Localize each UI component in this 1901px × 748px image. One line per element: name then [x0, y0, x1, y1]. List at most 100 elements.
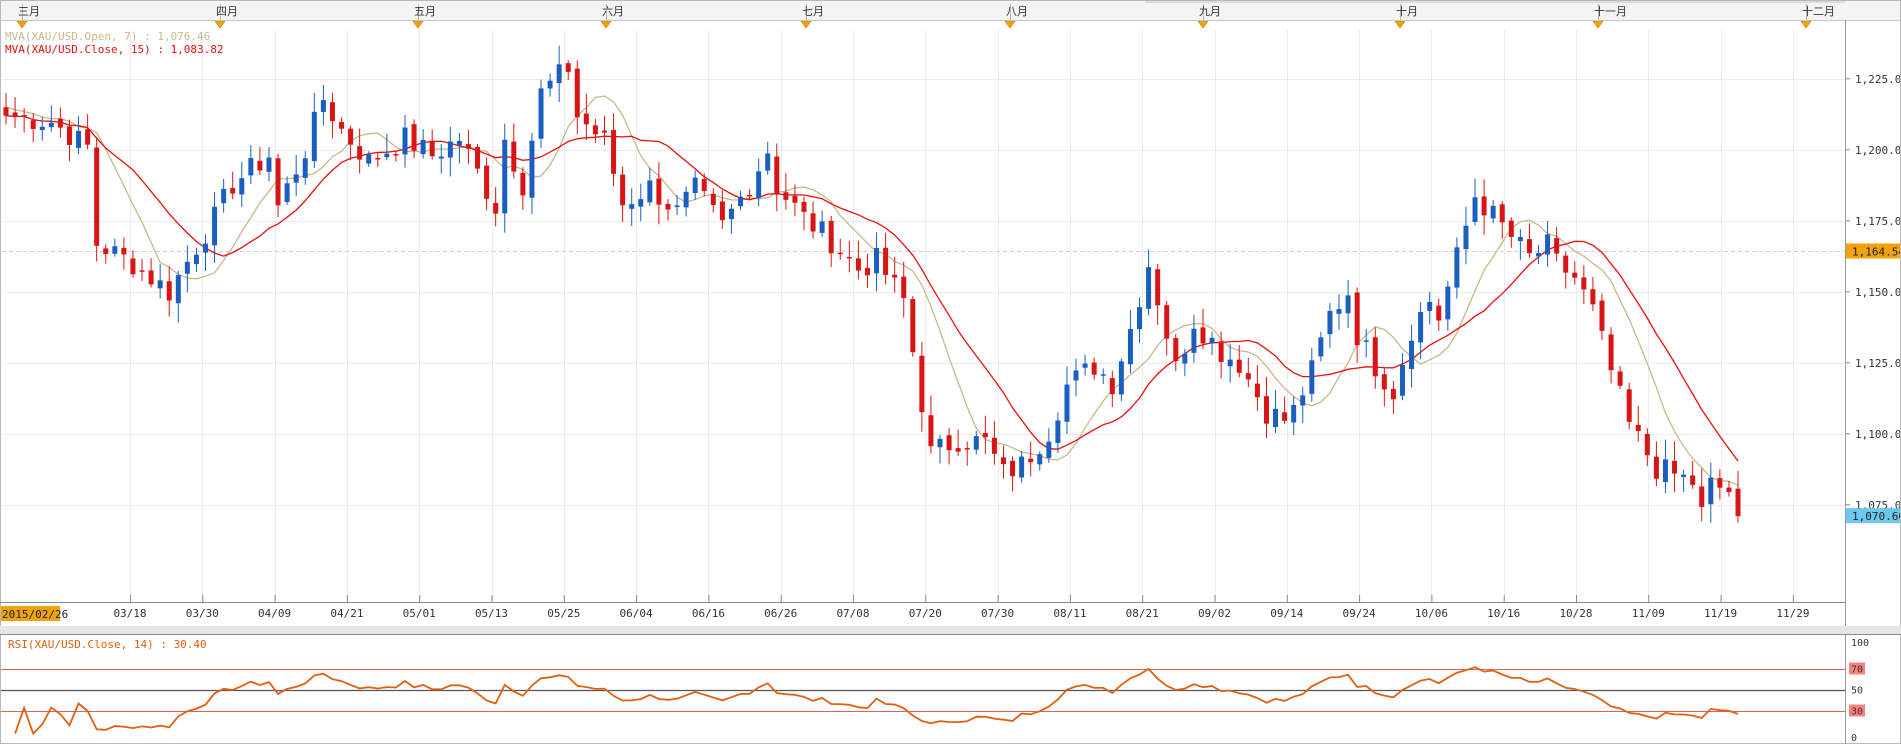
candle-body — [819, 221, 825, 233]
candle-body — [393, 154, 399, 156]
date-label: 10/06 — [1415, 607, 1448, 620]
candle-body — [919, 355, 925, 413]
month-label: 八月 — [1006, 5, 1028, 18]
month-label: 四月 — [216, 5, 238, 18]
candle-body — [556, 64, 562, 84]
candle-body — [39, 126, 45, 131]
moving-average-lines — [5, 95, 1739, 486]
candle-body — [21, 115, 27, 117]
date-label: 06/16 — [692, 607, 725, 620]
month-label: 十一月 — [1594, 4, 1627, 18]
candle-body — [1073, 370, 1079, 381]
price-tick-label: 1,200.00 — [1855, 144, 1901, 157]
candle-body — [1000, 457, 1006, 465]
candle-body — [339, 121, 345, 129]
candle-body — [538, 88, 544, 139]
candle-body — [1173, 338, 1179, 362]
candle-body — [1545, 234, 1551, 255]
candlestick-series — [3, 45, 1741, 523]
candle-body — [1309, 360, 1315, 394]
candle-body — [1327, 310, 1333, 335]
candle-body — [1681, 474, 1687, 477]
rsi-tick-label: 30 — [1851, 707, 1863, 718]
price-axis: 1,075.001,100.001,125.001,150.001,175.00… — [1845, 73, 1901, 524]
candle-body — [874, 248, 880, 274]
candle-body — [620, 174, 626, 206]
month-marker-icon — [412, 20, 424, 29]
candle-body — [783, 192, 789, 200]
date-label: 09/02 — [1198, 607, 1231, 620]
candle-body — [12, 112, 18, 118]
price-tick-label: 1,150.00 — [1855, 286, 1901, 299]
month-axis-bg — [0, 0, 1901, 20]
candle-body — [266, 157, 272, 172]
candle-body — [475, 146, 481, 169]
date-label: 11/09 — [1632, 607, 1665, 620]
candle-body — [465, 144, 471, 149]
candle-body — [855, 258, 861, 271]
candle-body — [1672, 460, 1678, 474]
candle-body — [1182, 353, 1188, 364]
candle-body — [275, 158, 281, 206]
candle-body — [484, 165, 490, 199]
month-marker-icon — [800, 20, 812, 29]
candle-body — [701, 179, 707, 191]
candle-body — [1064, 384, 1070, 422]
rsi-tick-label: 70 — [1851, 665, 1863, 676]
candle-body — [756, 171, 762, 198]
month-label: 三月 — [18, 5, 40, 18]
candle-body — [57, 118, 63, 128]
candle-body — [1581, 277, 1587, 290]
candle-body — [1209, 337, 1215, 344]
price-tick-label: 1,125.00 — [1855, 357, 1901, 370]
candle-body — [955, 448, 961, 452]
month-label: 六月 — [602, 5, 624, 18]
date-label: 10/16 — [1487, 607, 1520, 620]
candle-body — [1146, 267, 1152, 309]
candle-body — [1399, 364, 1405, 396]
candle-body — [892, 274, 898, 278]
rsi-line — [14, 666, 1739, 736]
candle-body — [1363, 340, 1369, 342]
month-marker-icon — [1004, 20, 1016, 29]
candle-body — [1091, 362, 1097, 375]
candle-body — [656, 178, 662, 205]
candle-body — [1699, 486, 1705, 507]
candle-body — [765, 153, 771, 171]
candle-body — [66, 126, 72, 145]
candle-body — [846, 256, 852, 259]
candle-body — [674, 205, 680, 207]
price-tick-label: 1,225.00 — [1855, 73, 1901, 86]
candle-body — [1055, 420, 1061, 443]
start-date-badge — [0, 606, 60, 621]
price-tick-label: 1,100.00 — [1855, 428, 1901, 441]
price-tick-label: 1,175.00 — [1855, 215, 1901, 228]
date-label: 04/09 — [258, 607, 291, 620]
candle-body — [864, 267, 870, 276]
date-label: 08/11 — [1053, 607, 1086, 620]
candle-body — [1572, 272, 1578, 278]
candle-body — [1617, 371, 1623, 386]
candle-body — [883, 247, 889, 275]
candle-body — [1300, 395, 1306, 406]
candle-body — [1708, 477, 1714, 505]
candle-body — [611, 130, 617, 174]
candle-body — [1236, 359, 1242, 373]
date-label: 10/28 — [1559, 607, 1592, 620]
candle-body — [910, 299, 916, 353]
candle-body — [1318, 337, 1324, 357]
date-label: 06/04 — [620, 607, 653, 620]
candle-body — [710, 193, 716, 205]
legend: MVA(XAU/USD.Open, 7) : 1,076.46MVA(XAU/U… — [5, 30, 224, 56]
candle-body — [1191, 328, 1197, 353]
candle-body — [1137, 307, 1143, 330]
candle-body — [1445, 286, 1451, 320]
candle-body — [148, 270, 154, 285]
candle-body — [629, 204, 635, 209]
candle-body — [302, 158, 308, 178]
candle-body — [411, 124, 417, 151]
candle-body — [221, 188, 227, 204]
candle-body — [1345, 295, 1351, 314]
date-label: 05/25 — [547, 607, 580, 620]
candle-body — [574, 68, 580, 118]
